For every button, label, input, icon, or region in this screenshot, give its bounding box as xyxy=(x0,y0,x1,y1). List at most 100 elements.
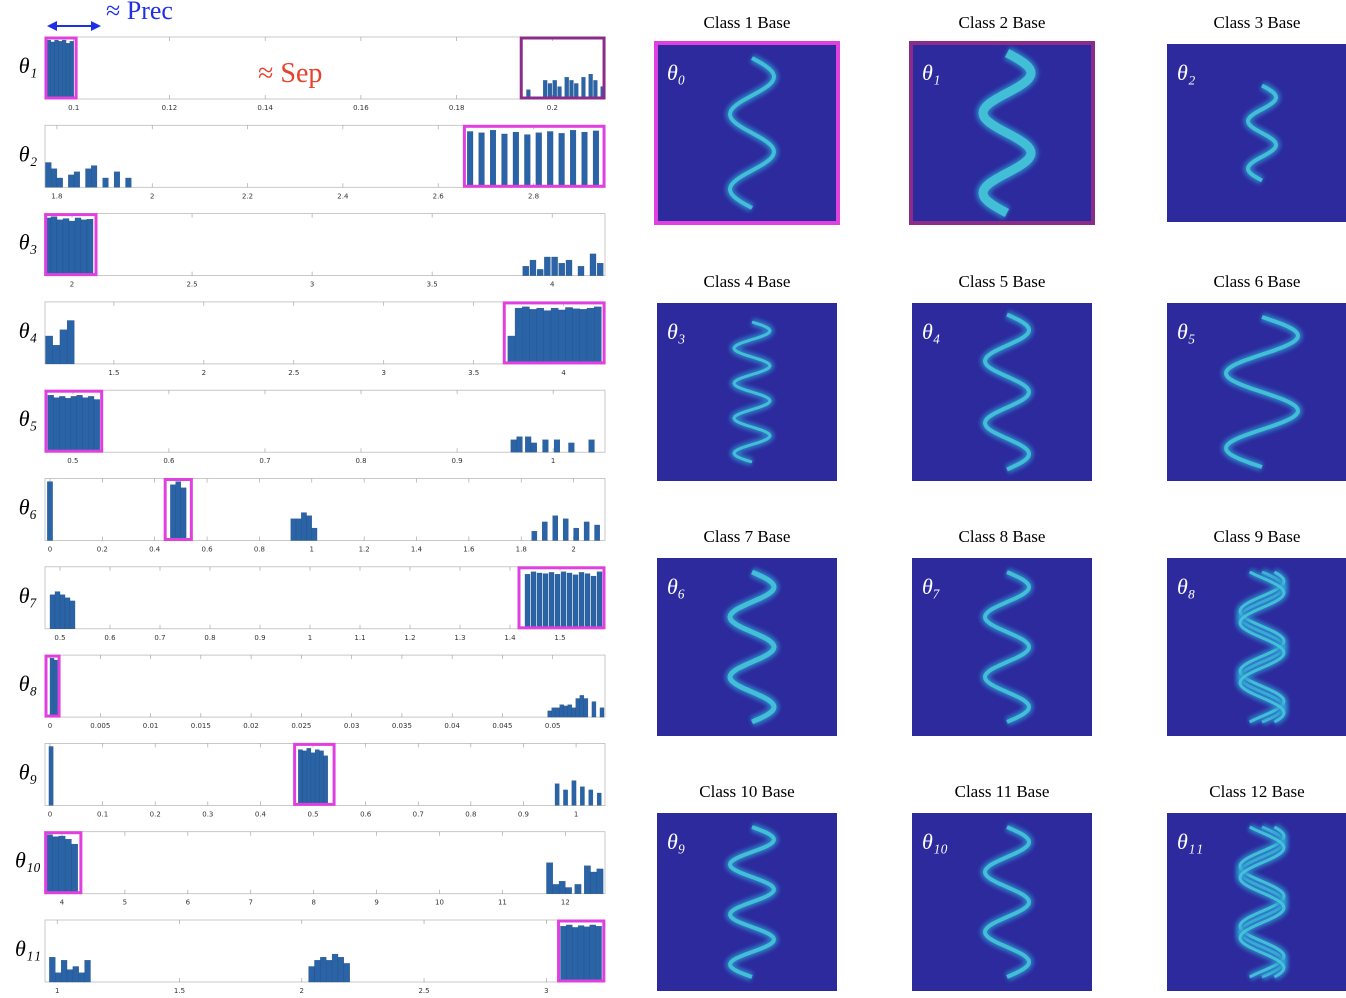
image-panel: Class 4 Base θ₃ xyxy=(657,272,837,481)
bar xyxy=(516,436,523,453)
bar xyxy=(543,310,552,365)
bar xyxy=(536,307,544,365)
bar xyxy=(45,335,53,365)
x-tick-label: 0.045 xyxy=(492,722,512,730)
bar xyxy=(552,884,560,894)
x-tick-label: 0.025 xyxy=(291,722,311,730)
bar xyxy=(560,926,567,983)
bar xyxy=(62,218,70,276)
bar xyxy=(525,436,532,453)
y-axis-label: θ₄ xyxy=(19,318,37,343)
x-tick-label: 1.1 xyxy=(354,634,365,642)
wave xyxy=(982,825,1032,979)
bar xyxy=(590,871,597,894)
bar xyxy=(514,307,523,365)
bar xyxy=(559,704,564,718)
bar xyxy=(71,843,78,894)
x-tick-label: 0.5 xyxy=(54,634,65,642)
y-axis-label: θ₆ xyxy=(19,495,37,520)
bar xyxy=(65,398,72,453)
bar xyxy=(501,133,508,188)
bar xyxy=(542,439,549,453)
x-tick-label: 3 xyxy=(544,987,548,995)
bar xyxy=(512,131,519,188)
panel-title: Class 3 Base xyxy=(1214,13,1301,32)
image-panel: Class 11 Base θ₁₀ xyxy=(912,782,1092,991)
plot-frame xyxy=(44,654,606,718)
highlight-box xyxy=(44,213,98,277)
bar xyxy=(68,220,76,276)
wave xyxy=(982,570,1032,724)
bar xyxy=(537,269,544,276)
bar xyxy=(558,263,565,276)
image-panel: Class 10 Base θ₉ xyxy=(657,782,837,991)
bar xyxy=(308,966,315,983)
bar xyxy=(596,868,604,894)
x-tick-label: 2 xyxy=(70,281,74,289)
bar xyxy=(572,308,580,365)
y-axis-label: θ₉ xyxy=(19,759,37,784)
x-tick-label: 0.02 xyxy=(243,722,259,730)
bar xyxy=(535,132,542,188)
panel-title: Class 4 Base xyxy=(704,272,791,291)
bar xyxy=(50,216,58,276)
x-tick-label: 0.015 xyxy=(191,722,211,730)
x-tick-label: 2.8 xyxy=(528,192,539,200)
bar xyxy=(563,705,568,718)
bar xyxy=(314,960,321,983)
bar xyxy=(78,972,85,983)
image-background xyxy=(912,558,1092,736)
bar xyxy=(337,957,344,983)
y-axis-label: θ₈ xyxy=(19,671,37,696)
x-tick-label: 4 xyxy=(550,281,555,289)
bar xyxy=(583,521,590,541)
bar xyxy=(113,171,120,188)
bar xyxy=(588,439,595,453)
bar xyxy=(524,574,531,629)
image-panel: Class 6 Base θ₅ xyxy=(1167,272,1346,481)
x-tick-label: 0.8 xyxy=(254,546,265,554)
x-tick-label: 1.8 xyxy=(51,192,62,200)
bar xyxy=(552,515,559,541)
panel-label: θ₃ xyxy=(667,319,685,344)
bar xyxy=(563,789,568,806)
bar xyxy=(579,695,585,718)
x-tick-label: 1 xyxy=(310,546,314,554)
panel-border xyxy=(654,41,840,225)
bar xyxy=(298,749,303,806)
bar xyxy=(326,960,333,983)
bar xyxy=(62,39,67,100)
panel-label: θ₄ xyxy=(922,319,940,344)
image-panel: Class 9 Base θ₈ xyxy=(1167,527,1346,736)
bar xyxy=(570,130,577,188)
x-tick-label: 0.9 xyxy=(452,457,463,465)
bar xyxy=(54,39,59,100)
bar xyxy=(524,134,531,188)
bar xyxy=(581,77,586,100)
wave xyxy=(727,825,777,979)
bar xyxy=(73,171,80,188)
wave xyxy=(1238,825,1286,979)
bar xyxy=(489,130,497,188)
x-tick-label: 0.1 xyxy=(68,104,79,112)
y-axis-label: θ₁ xyxy=(19,53,37,78)
bar xyxy=(594,524,600,541)
panel-title: Class 2 Base xyxy=(959,13,1046,32)
x-tick-label: 4 xyxy=(60,899,65,907)
bar xyxy=(93,399,100,453)
image-panel: Class 3 Base θ₂ xyxy=(1167,13,1346,222)
image-background xyxy=(1167,813,1346,991)
bar xyxy=(59,329,68,365)
x-tick-label: 0.2 xyxy=(547,104,558,112)
x-tick-label: 0 xyxy=(48,546,52,554)
x-tick-label: 0.1 xyxy=(97,810,108,818)
panel-border xyxy=(909,41,1095,225)
x-tick-label: 4 xyxy=(561,369,566,377)
bar xyxy=(596,571,603,629)
x-tick-label: 0.6 xyxy=(201,546,213,554)
bar xyxy=(58,41,63,100)
bar xyxy=(59,594,66,629)
bar xyxy=(546,862,553,894)
bar xyxy=(52,836,59,894)
